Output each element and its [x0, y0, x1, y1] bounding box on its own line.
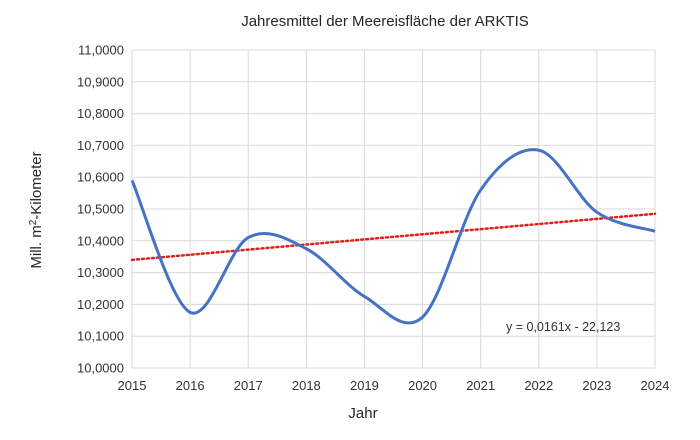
y-tick-label: 10,0000 [77, 361, 124, 376]
x-tick-label: 2024 [641, 378, 670, 393]
x-tick-label: 2020 [408, 378, 437, 393]
chart-title: Jahresmittel der Meereisfläche der ARKTI… [241, 13, 529, 30]
y-axis-label-prefix: Mill. m [28, 225, 45, 268]
trendline-equation: y = 0,0161x - 22,123 [506, 320, 620, 334]
y-tick-label: 10,4000 [77, 233, 124, 248]
y-axis-label: Mill. m2-Kilometer [28, 151, 46, 268]
y-tick-label: 10,3000 [77, 265, 124, 280]
x-tick-label: 2019 [350, 378, 379, 393]
x-tick-label: 2022 [524, 378, 553, 393]
trendline [130, 212, 657, 262]
x-axis-ticks: 2015 2016 2017 2018 2019 2020 2021 2022 2023 2024 [118, 378, 670, 393]
x-tick-label: 2017 [234, 378, 263, 393]
y-tick-label: 10,2000 [77, 297, 124, 312]
series-line [130, 148, 656, 325]
x-tick-label: 2016 [176, 378, 205, 393]
y-axis-ticks: 10,0000 10,1000 10,2000 10,3000 10,4000 10,50… [77, 43, 124, 376]
y-tick-label: 10,8000 [77, 106, 124, 121]
y-axis-label-superscript: 2 [28, 219, 39, 225]
grid [131, 49, 656, 369]
y-tick-label: 10,5000 [77, 202, 124, 217]
y-tick-label: 11,0000 [78, 43, 124, 58]
y-tick-label: 10,6000 [77, 170, 124, 185]
x-tick-label: 2023 [582, 378, 611, 393]
y-tick-label: 10,1000 [77, 329, 124, 344]
x-axis-label: Jahr [348, 405, 377, 422]
x-tick-label: 2021 [466, 378, 495, 393]
y-tick-label: 10,9000 [77, 74, 124, 89]
y-axis-label-suffix: -Kilometer [28, 151, 45, 219]
x-tick-label: 2015 [118, 378, 147, 393]
x-tick-label: 2018 [292, 378, 321, 393]
y-tick-label: 10,7000 [77, 138, 124, 153]
